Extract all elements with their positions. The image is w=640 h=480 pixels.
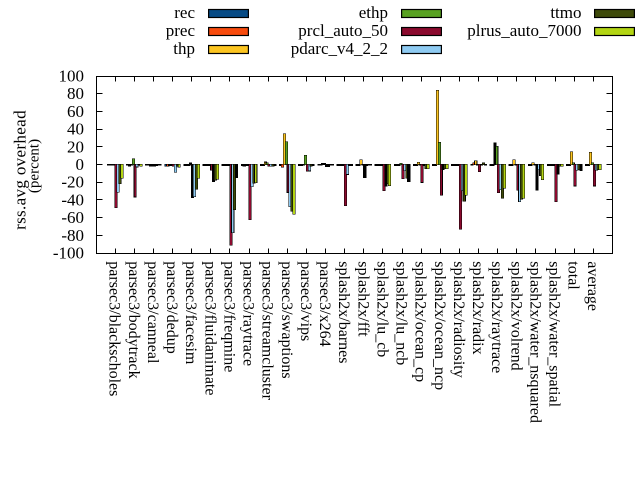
svg-text:splash2x/radiosity: splash2x/radiosity — [450, 261, 467, 377]
svg-text:splash2x/water_nsquared: splash2x/water_nsquared — [526, 261, 543, 423]
svg-text:parsec3/streamcluster: parsec3/streamcluster — [259, 261, 276, 400]
svg-text:average: average — [584, 261, 601, 311]
svg-text:splash2x/fft: splash2x/fft — [354, 261, 371, 337]
svg-text:parsec3/canneal: parsec3/canneal — [144, 261, 161, 364]
svg-text:parsec3/vips: parsec3/vips — [297, 261, 314, 341]
svg-text:rss.avg overhead: rss.avg overhead — [11, 110, 30, 230]
svg-text:parsec3/dedup: parsec3/dedup — [163, 261, 180, 353]
svg-text:parsec3/fluidanimate: parsec3/fluidanimate — [201, 261, 218, 395]
svg-text:parsec3/x264: parsec3/x264 — [316, 261, 333, 346]
svg-text:ttmo: ttmo — [550, 3, 581, 22]
svg-text:20: 20 — [67, 137, 84, 156]
svg-text:thp: thp — [173, 39, 195, 58]
svg-text:parsec3/facesim: parsec3/facesim — [182, 261, 199, 365]
svg-text:parsec3/blackscholes: parsec3/blackscholes — [106, 261, 123, 396]
svg-text:splash2x/lu_cb: splash2x/lu_cb — [373, 261, 390, 357]
svg-text:splash2x/raytrace: splash2x/raytrace — [488, 261, 505, 373]
svg-text:(percent): (percent) — [27, 139, 43, 193]
svg-text:splash2x/volrend: splash2x/volrend — [507, 261, 524, 370]
svg-text:100: 100 — [59, 67, 85, 86]
svg-text:40: 40 — [67, 120, 84, 139]
svg-text:-80: -80 — [61, 226, 84, 245]
svg-text:prec: prec — [166, 21, 196, 40]
svg-text:parsec3/bodytrack: parsec3/bodytrack — [125, 261, 142, 378]
svg-text:splash2x/lu_ncb: splash2x/lu_ncb — [393, 261, 410, 365]
svg-text:total: total — [565, 261, 582, 290]
svg-text:-100: -100 — [53, 244, 84, 263]
svg-text:0: 0 — [76, 155, 85, 174]
svg-text:parsec3/freqmine: parsec3/freqmine — [220, 261, 237, 372]
svg-text:ethp: ethp — [359, 3, 388, 22]
svg-text:splash2x/radix: splash2x/radix — [469, 261, 486, 354]
svg-text:splash2x/ocean_ncp: splash2x/ocean_ncp — [431, 261, 448, 390]
svg-text:60: 60 — [67, 102, 84, 121]
svg-text:-20: -20 — [61, 173, 84, 192]
svg-text:-60: -60 — [61, 208, 84, 227]
svg-text:splash2x/barnes: splash2x/barnes — [335, 261, 352, 363]
svg-text:-40: -40 — [61, 190, 84, 209]
svg-text:pdarc_v4_2_2: pdarc_v4_2_2 — [291, 39, 388, 58]
svg-text:splash2x/water_spatial: splash2x/water_spatial — [546, 261, 563, 407]
svg-text:prcl_auto_50: prcl_auto_50 — [298, 21, 388, 40]
svg-text:parsec3/swaptions: parsec3/swaptions — [278, 261, 295, 378]
svg-text:plrus_auto_7000: plrus_auto_7000 — [467, 21, 581, 40]
svg-text:splash2x/ocean_cp: splash2x/ocean_cp — [412, 261, 429, 382]
svg-text:parsec3/raytrace: parsec3/raytrace — [240, 261, 257, 366]
svg-text:rec: rec — [174, 3, 195, 22]
svg-text:80: 80 — [67, 84, 84, 103]
